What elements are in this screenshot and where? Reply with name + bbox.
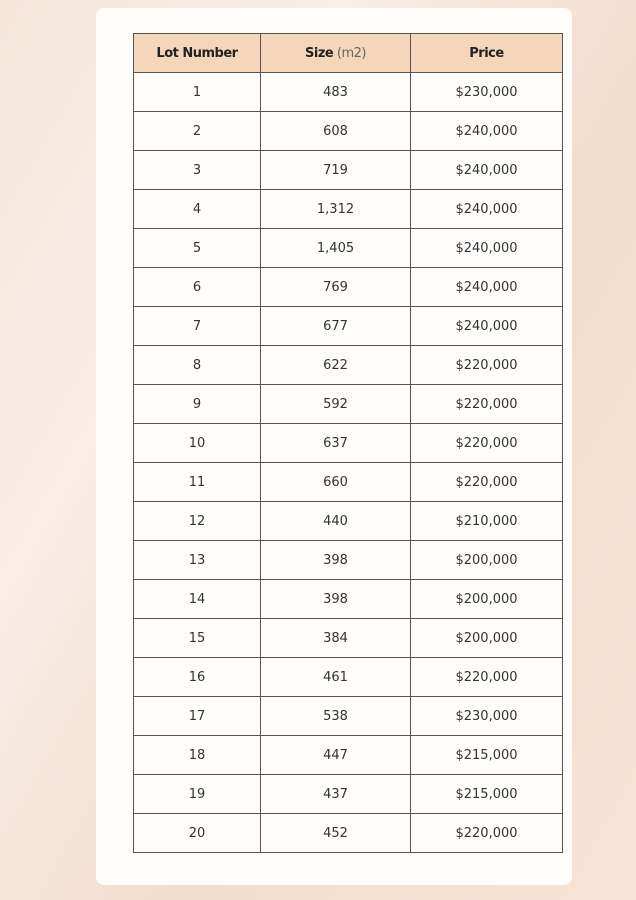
lot-number-cell: 4	[133, 189, 261, 229]
lot-number-cell: 20	[133, 813, 261, 853]
price-cell: $230,000	[410, 72, 563, 112]
lot-number-cell: 11	[133, 462, 261, 502]
size-cell: 608	[260, 111, 411, 151]
price-cell: $220,000	[410, 345, 563, 385]
lot-number-cell: 2	[133, 111, 261, 151]
table-row: 17 538 $230,000	[133, 696, 563, 736]
price-cell: $240,000	[410, 111, 563, 151]
size-cell: 384	[260, 618, 411, 658]
size-unit: (m2)	[336, 45, 367, 61]
table-row: 4 1,312 $240,000	[133, 189, 563, 229]
price-cell: $220,000	[410, 462, 563, 502]
table-row: 2 608 $240,000	[133, 111, 563, 151]
table-row: 7 677 $240,000	[133, 306, 563, 346]
price-cell: $240,000	[410, 150, 563, 190]
size-cell: 447	[260, 735, 411, 775]
table-row: 11 660 $220,000	[133, 462, 563, 502]
lot-price-table: Lot Number Size (m2) Price 1 483 $230,000 2…	[133, 33, 563, 853]
size-cell: 622	[260, 345, 411, 385]
table-row: 3 719 $240,000	[133, 150, 563, 190]
size-cell: 719	[260, 150, 411, 190]
price-cell: $230,000	[410, 696, 563, 736]
content-card: Lot Number Size (m2) Price 1 483 $230,000 2…	[96, 8, 572, 885]
table-row: 14 398 $200,000	[133, 579, 563, 619]
price-cell: $215,000	[410, 774, 563, 814]
size-cell: 592	[260, 384, 411, 424]
size-cell: 440	[260, 501, 411, 541]
table-row: 12 440 $210,000	[133, 501, 563, 541]
size-cell: 1,312	[260, 189, 411, 229]
table-row: 10 637 $220,000	[133, 423, 563, 463]
table-row: 16 461 $220,000	[133, 657, 563, 697]
table-header-row: Lot Number Size (m2) Price	[133, 33, 563, 73]
price-cell: $200,000	[410, 540, 563, 580]
header-lot-number: Lot Number	[133, 33, 261, 73]
price-cell: $220,000	[410, 657, 563, 697]
lot-number-cell: 15	[133, 618, 261, 658]
size-cell: 1,405	[260, 228, 411, 268]
lot-number-cell: 19	[133, 774, 261, 814]
size-cell: 461	[260, 657, 411, 697]
lot-number-cell: 3	[133, 150, 261, 190]
price-cell: $240,000	[410, 267, 563, 307]
lot-number-cell: 7	[133, 306, 261, 346]
price-cell: $215,000	[410, 735, 563, 775]
lot-number-cell: 8	[133, 345, 261, 385]
size-cell: 637	[260, 423, 411, 463]
size-cell: 398	[260, 540, 411, 580]
size-cell: 437	[260, 774, 411, 814]
table-row: 6 769 $240,000	[133, 267, 563, 307]
table-row: 8 622 $220,000	[133, 345, 563, 385]
table-row: 19 437 $215,000	[133, 774, 563, 814]
table-row: 13 398 $200,000	[133, 540, 563, 580]
size-cell: 483	[260, 72, 411, 112]
table-row: 20 452 $220,000	[133, 813, 563, 853]
table-body: 1 483 $230,000 2 608 $240,000 3 719 $240,000 4 1,3…	[133, 72, 563, 853]
lot-number-cell: 6	[133, 267, 261, 307]
size-cell: 452	[260, 813, 411, 853]
lot-number-cell: 13	[133, 540, 261, 580]
size-cell: 538	[260, 696, 411, 736]
lot-number-cell: 5	[133, 228, 261, 268]
lot-number-cell: 16	[133, 657, 261, 697]
size-cell: 677	[260, 306, 411, 346]
lot-number-cell: 18	[133, 735, 261, 775]
header-size: Size (m2)	[260, 33, 411, 73]
lot-number-cell: 14	[133, 579, 261, 619]
lot-number-cell: 17	[133, 696, 261, 736]
size-cell: 660	[260, 462, 411, 502]
price-cell: $220,000	[410, 384, 563, 424]
size-cell: 769	[260, 267, 411, 307]
table-row: 5 1,405 $240,000	[133, 228, 563, 268]
price-cell: $210,000	[410, 501, 563, 541]
lot-number-cell: 10	[133, 423, 261, 463]
price-cell: $240,000	[410, 306, 563, 346]
size-cell: 398	[260, 579, 411, 619]
price-cell: $220,000	[410, 423, 563, 463]
lot-number-cell: 1	[133, 72, 261, 112]
price-cell: $200,000	[410, 618, 563, 658]
price-cell: $240,000	[410, 228, 563, 268]
table-row: 9 592 $220,000	[133, 384, 563, 424]
table-row: 15 384 $200,000	[133, 618, 563, 658]
lot-number-cell: 9	[133, 384, 261, 424]
price-cell: $200,000	[410, 579, 563, 619]
price-cell: $220,000	[410, 813, 563, 853]
price-cell: $240,000	[410, 189, 563, 229]
header-price: Price	[410, 33, 563, 73]
lot-number-cell: 12	[133, 501, 261, 541]
table-row: 18 447 $215,000	[133, 735, 563, 775]
table-row: 1 483 $230,000	[133, 72, 563, 112]
